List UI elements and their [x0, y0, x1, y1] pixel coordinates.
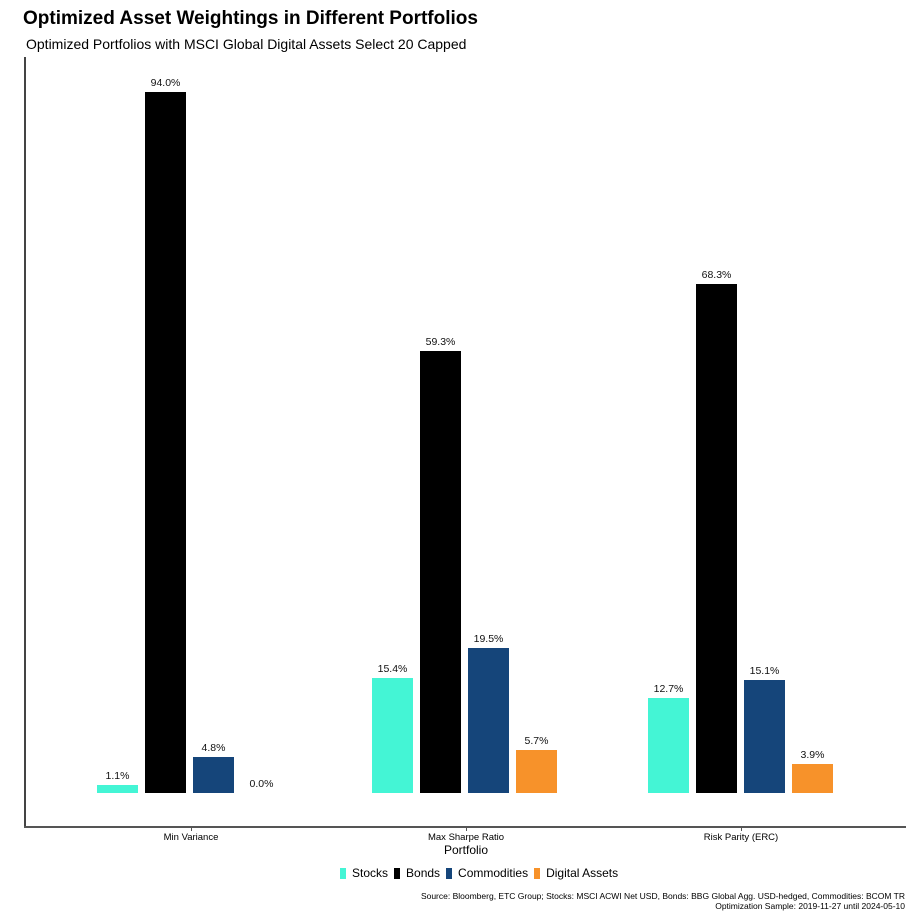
legend: Stocks Bonds Commodities Digital Assets: [340, 866, 624, 880]
x-category-label: Min Variance: [163, 832, 219, 843]
x-category-label: Risk Parity (ERC): [703, 832, 779, 843]
bar-value-label: 15.4%: [377, 663, 408, 675]
bar-value-label: 4.8%: [201, 742, 226, 754]
bar-digital-assets: [516, 750, 557, 793]
legend-item-bonds: Bonds: [394, 866, 440, 880]
x-axis-title: Portfolio: [443, 843, 489, 857]
bar-bonds: [420, 351, 461, 793]
bar-value-label: 94.0%: [150, 77, 181, 89]
legend-label: Bonds: [406, 866, 441, 880]
bar-value-label: 1.1%: [105, 770, 130, 782]
bar-value-label: 68.3%: [701, 269, 732, 281]
bar-commodities: [744, 680, 785, 793]
legend-swatch-icon: [446, 867, 453, 879]
source-note: Source: Bloomberg, ETC Group; Stocks: MS…: [421, 891, 905, 911]
legend-swatch-icon: [534, 867, 541, 879]
legend-label: Digital Assets: [546, 866, 619, 880]
bar-value-label: 3.9%: [800, 749, 825, 761]
x-tick: [741, 827, 742, 831]
bar-bonds: [145, 92, 186, 793]
bar-value-label: 0.0%: [249, 778, 274, 790]
source-line-1: Source: Bloomberg, ETC Group; Stocks: MS…: [420, 891, 905, 901]
bar-value-label: 5.7%: [524, 735, 549, 747]
x-category-label: Max Sharpe Ratio: [427, 832, 505, 843]
bar-value-label: 59.3%: [425, 336, 456, 348]
bar-commodities: [193, 757, 234, 793]
legend-item-digital-assets: Digital Assets: [534, 866, 618, 880]
source-line-2: Optimization Sample: 2019-11-27 until 20…: [715, 901, 905, 911]
x-tick: [191, 827, 192, 831]
bar-commodities: [468, 648, 509, 793]
bar-stocks: [648, 698, 689, 793]
bar-value-label: 15.1%: [749, 665, 780, 677]
chart-subtitle: Optimized Portfolios with MSCI Global Di…: [26, 36, 467, 52]
bar-stocks: [97, 785, 138, 793]
chart-title: Optimized Asset Weightings in Different …: [23, 8, 478, 29]
bar-value-label: 19.5%: [473, 633, 504, 645]
bar-value-label: 12.7%: [653, 683, 684, 695]
bar-stocks: [372, 678, 413, 793]
legend-label: Commodities: [458, 866, 529, 880]
bar-digital-assets: [792, 764, 833, 793]
legend-label: Stocks: [352, 866, 389, 880]
legend-item-stocks: Stocks: [340, 866, 388, 880]
x-tick: [466, 827, 467, 831]
legend-item-commodities: Commodities: [446, 866, 528, 880]
bar-bonds: [696, 284, 737, 793]
legend-swatch-icon: [394, 867, 401, 879]
legend-swatch-icon: [340, 867, 346, 879]
x-axis-line: [24, 826, 906, 828]
y-axis-line: [24, 57, 26, 827]
